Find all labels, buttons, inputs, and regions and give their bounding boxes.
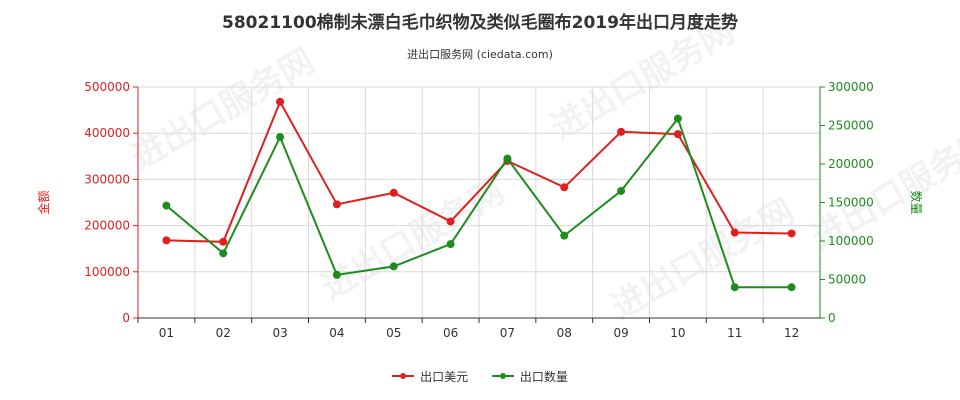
- series-1-point-1: [219, 249, 228, 258]
- chart-subtitle: 进出口服务网 (ciedata.com): [407, 48, 553, 61]
- watermark-text-1: 进出口服务网: [545, 11, 742, 148]
- series-1-point-7: [560, 231, 569, 240]
- series-0-point-1: [219, 237, 228, 246]
- series-0-point-3: [332, 200, 341, 209]
- tick-x-label-3: 04: [329, 326, 344, 340]
- legend-line-usd-icon: [392, 373, 415, 379]
- tick-right-label-2: 100000: [828, 234, 874, 248]
- series-0-point-10: [730, 228, 739, 237]
- series-1-point-8: [617, 186, 626, 195]
- tick-left-label-2: 200000: [84, 219, 130, 233]
- legend-line-qty-icon: [491, 373, 514, 379]
- tick-x-label-8: 09: [613, 326, 628, 340]
- series-1-point-5: [446, 240, 455, 249]
- axis-title-left: 金额: [36, 190, 51, 214]
- axis-title-right: 数量: [909, 190, 924, 214]
- legend-item-qty[interactable]: 出口数量: [491, 368, 568, 385]
- series-0-point-2: [276, 97, 285, 106]
- series-0-point-7: [560, 183, 569, 192]
- tick-x-label-9: 10: [670, 326, 685, 340]
- legend-label-qty: 出口数量: [519, 369, 568, 384]
- tick-right-label-6: 300000: [828, 80, 874, 94]
- tick-x-label-7: 08: [557, 326, 572, 340]
- tick-right-label-0: 0: [828, 311, 836, 325]
- chart-legend: 出口美元 出口数量: [0, 366, 960, 385]
- series-1-point-9: [673, 114, 682, 123]
- series-1-point-4: [389, 262, 398, 271]
- tick-x-label-1: 02: [216, 326, 231, 340]
- series-1-point-6: [503, 154, 512, 163]
- watermark-text-2: 进出口服务网: [315, 171, 512, 308]
- tick-left-label-5: 500000: [84, 80, 130, 94]
- series-1-point-3: [332, 270, 341, 279]
- legend-item-usd[interactable]: 出口美元: [392, 368, 468, 385]
- tick-right-label-1: 50000: [828, 273, 866, 287]
- tick-left-label-4: 400000: [84, 126, 130, 140]
- series-line-1: [165, 116, 792, 289]
- tick-right-label-4: 200000: [828, 157, 874, 171]
- tick-x-label-6: 07: [500, 326, 515, 340]
- tick-x-label-11: 12: [784, 326, 799, 340]
- tick-right-label-3: 150000: [828, 196, 874, 210]
- series-1-point-2: [276, 133, 285, 142]
- tick-x-label-0: 01: [159, 326, 174, 340]
- series-0-point-4: [389, 188, 398, 197]
- series-0-point-0: [162, 236, 171, 245]
- watermark-text-0: 进出口服务网: [125, 41, 322, 178]
- series-1-point-0: [162, 201, 171, 210]
- tick-left-label-0: 0: [122, 311, 130, 325]
- tick-right-label-5: 250000: [828, 119, 874, 133]
- legend-label-usd: 出口美元: [420, 369, 469, 384]
- series-0-point-8: [617, 127, 626, 136]
- series-1-point-11: [787, 283, 796, 292]
- tick-x-label-2: 03: [272, 326, 287, 340]
- series-0-point-5: [446, 217, 455, 226]
- tick-left-label-3: 300000: [84, 172, 130, 186]
- series-1-point-10: [730, 283, 739, 292]
- watermark-text-4: 进出口服务网: [605, 191, 802, 328]
- tick-left-label-1: 100000: [84, 265, 130, 279]
- series-0-point-9: [673, 130, 682, 139]
- series-line-0: [166, 99, 792, 243]
- tick-x-label-10: 11: [727, 326, 742, 340]
- tick-x-label-5: 06: [443, 326, 458, 340]
- series-0-point-11: [787, 229, 796, 238]
- chart-title: 58021100棉制未漂白毛巾织物及类似毛圈布2019年出口月度走势: [222, 13, 738, 33]
- tick-x-label-4: 05: [386, 326, 401, 340]
